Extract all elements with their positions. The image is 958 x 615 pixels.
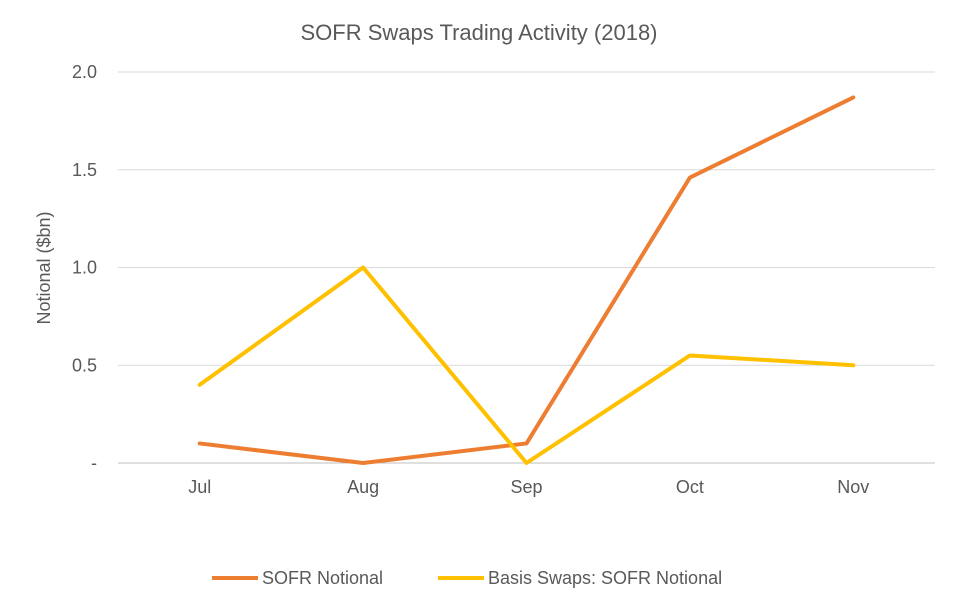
y-tick-label: 1.5 [72,160,97,180]
series-lines [197,95,856,465]
y-tick-label: 1.0 [72,258,97,278]
y-tick-label: 2.0 [72,62,97,82]
x-tick-label: Oct [676,477,704,497]
x-tick-label: Aug [347,477,379,497]
legend-label: SOFR Notional [262,568,383,588]
y-axis-ticks: - 0.5 1.0 1.5 2.0 [72,62,97,473]
gridlines [118,71,935,464]
x-tick-label: Sep [510,477,542,497]
series-line [197,95,856,465]
y-axis-label: Notional ($bn) [34,211,54,324]
y-tick-label: 0.5 [72,355,97,375]
x-tick-label: Jul [188,477,211,497]
y-tick-label: - [91,453,97,473]
x-tick-label: Nov [837,477,869,497]
legend-label: Basis Swaps: SOFR Notional [488,568,722,588]
chart-title: SOFR Swaps Trading Activity (2018) [300,20,657,45]
legend: SOFR Notional Basis Swaps: SOFR Notional [212,568,722,588]
x-axis-ticks: Jul Aug Sep Oct Nov [188,477,869,497]
series-line [197,265,856,465]
